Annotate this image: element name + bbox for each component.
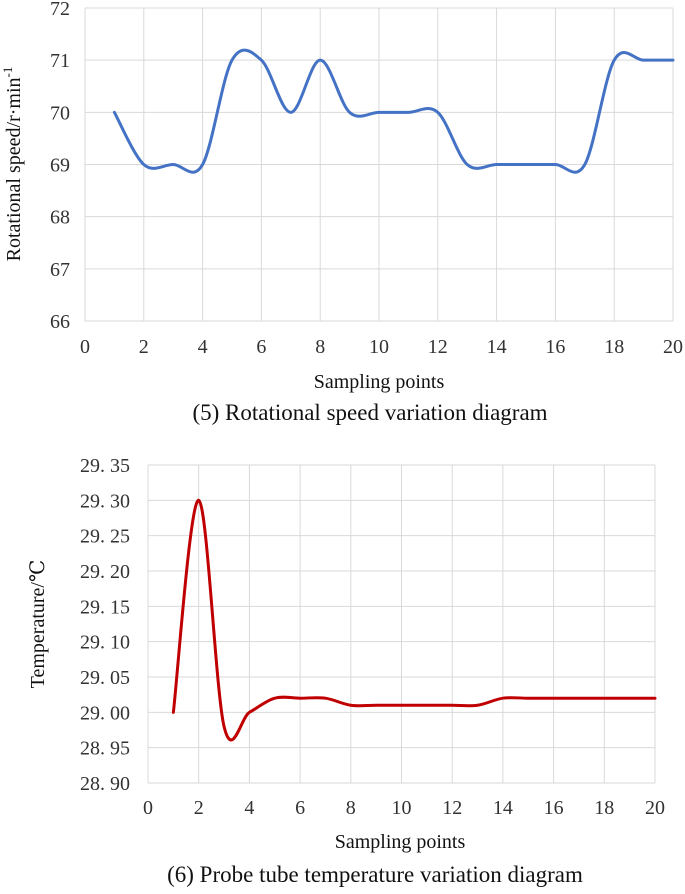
chart2-x-tick-label: 14 (493, 797, 513, 819)
chart1-y-axis-label-main: Rotational speed/r·min (3, 77, 25, 261)
chart2-y-tick-label: 29. 35 (80, 455, 130, 477)
chart1-x-tick-label: 4 (198, 336, 208, 358)
chart2-x-tick-label: 6 (295, 797, 305, 819)
chart2-y-tick-label: 29. 00 (80, 702, 130, 724)
chart1-y-axis-label-superscript: -1 (0, 67, 15, 78)
chart1-y-tick-label: 72 (50, 0, 70, 20)
chart1-x-tick-label: 18 (604, 336, 624, 358)
chart2-grid (147, 464, 656, 784)
chart1-x-tick-label: 6 (256, 336, 266, 358)
chart2-y-tick-label: 28. 90 (80, 773, 130, 795)
chart2-x-tick-label: 16 (544, 797, 564, 819)
chart1-y-tick-label: 70 (50, 102, 70, 124)
chart2-y-tick-label: 29. 25 (80, 526, 130, 548)
chart1-x-tick-label: 8 (315, 336, 325, 358)
chart2-y-tick-label: 29. 20 (80, 561, 130, 583)
chart2-y-tick-label: 29. 30 (80, 490, 130, 512)
chart1-x-tick-label: 12 (428, 336, 448, 358)
chart2-x-tick-label: 10 (392, 797, 412, 819)
chart2-x-tick-label: 0 (143, 797, 153, 819)
chart2-caption: (6) Probe tube temperature variation dia… (167, 862, 583, 887)
chart1-x-tick-label: 10 (369, 336, 389, 358)
chart1-y-tick-label: 66 (50, 311, 70, 333)
chart2-y-tick-label: 29. 15 (80, 596, 130, 618)
chart2-x-tick-label: 8 (346, 797, 356, 819)
chart2-x-tick-labels: 0 2 4 6 8 10 12 14 16 18 20 (143, 797, 665, 819)
chart1-x-tick-label: 2 (139, 336, 149, 358)
probe-tube-temperature-chart: 28. 90 28. 95 29. 00 29. 05 29. 10 29. 15 29. … (27, 455, 665, 887)
chart1-x-tick-label: 16 (545, 336, 565, 358)
probe-temperature-series-line (171, 498, 657, 742)
chart1-y-tick-label: 71 (50, 50, 70, 72)
chart2-y-axis-label: Temperature/℃ (27, 560, 49, 689)
chart2-x-tick-label: 4 (244, 797, 254, 819)
chart1-x-tick-label: 20 (663, 336, 683, 358)
chart2-x-axis-label: Sampling points (335, 831, 466, 853)
chart2-y-tick-label: 29. 10 (80, 632, 130, 654)
chart1-x-axis-label: Sampling points (314, 371, 445, 393)
chart1-y-tick-labels: 66 67 68 69 70 71 72 (50, 0, 70, 333)
chart2-y-tick-labels: 28. 90 28. 95 29. 00 29. 05 29. 10 29. 15 29. … (80, 455, 130, 795)
chart1-y-tick-label: 68 (50, 207, 70, 229)
chart2-x-tick-label: 12 (442, 797, 462, 819)
chart2-x-tick-label: 2 (194, 797, 204, 819)
chart2-x-tick-label: 18 (594, 797, 614, 819)
chart1-x-tick-labels: 0 2 4 6 8 10 12 14 16 18 20 (80, 336, 683, 358)
chart2-x-tick-label: 20 (645, 797, 665, 819)
chart1-y-tick-label: 67 (50, 259, 70, 281)
chart2-y-tick-label: 28. 95 (80, 738, 130, 760)
chart1-caption: (5) Rotational speed variation diagram (192, 400, 547, 425)
chart1-y-tick-label: 69 (50, 155, 70, 177)
chart1-x-tick-label: 0 (80, 336, 90, 358)
chart1-x-tick-label: 14 (487, 336, 507, 358)
rotational-speed-series-line (112, 48, 675, 174)
chart2-y-tick-label: 29. 05 (80, 667, 130, 689)
chart1-y-axis-label: Rotational speed/r·min-1 (0, 67, 25, 262)
